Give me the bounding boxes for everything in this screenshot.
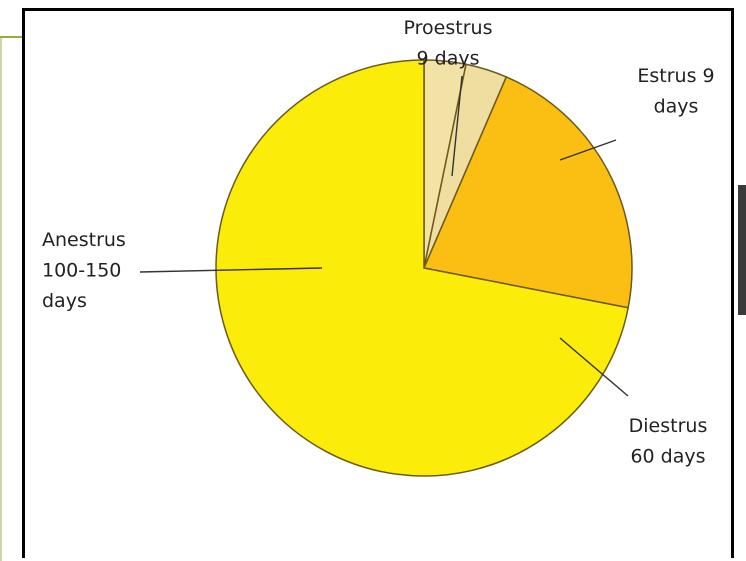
slice-label-diestrus: Diestrus 60 days [629, 415, 708, 467]
pie-slice-diestrus [422, 75, 633, 309]
slide-left-border [0, 38, 2, 561]
slice-label-line: days [654, 95, 699, 117]
slice-label-line: days [42, 290, 87, 312]
slice-label-line: 60 days [630, 445, 705, 467]
leader-line-proestrus [451, 75, 463, 177]
slice-label-line: Estrus 9 [637, 65, 714, 87]
slice-label-line: 100-150 [42, 259, 121, 281]
pie-slice-anestrus [215, 59, 630, 477]
slice-label-line: Diestrus [629, 415, 708, 437]
slice-label-line: Anestrus [42, 229, 126, 251]
slice-label-line: Proestrus [404, 17, 493, 39]
leader-line-diestrus [559, 337, 629, 397]
slice-label-proestrus: Proestrus 9 days [404, 17, 493, 69]
slice-label-line: 9 days [417, 47, 480, 69]
leader-line-estrus-9 [559, 139, 617, 161]
slide-accent-line [0, 36, 24, 38]
leader-line-anestrus [139, 267, 323, 273]
slice-label-estrus-9: Estrus 9 days [637, 65, 714, 117]
slide-side-band [738, 185, 746, 315]
slice-label-anestrus: Anestrus 100-150 days [42, 229, 126, 312]
